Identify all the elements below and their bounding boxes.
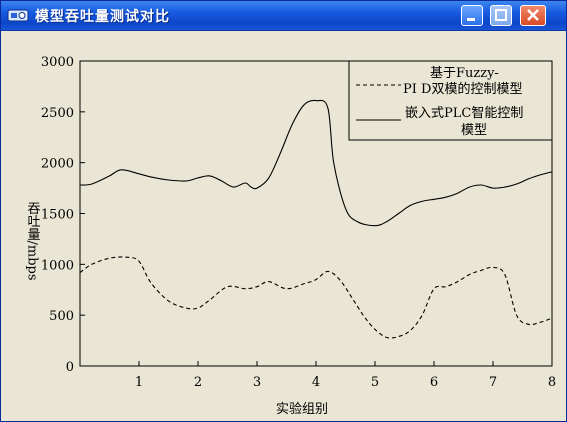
y-tick-label: 0	[66, 360, 74, 375]
legend-label-dashed-1: 基于Fuzzy-	[430, 66, 499, 81]
series-line-fuzzy-pid	[79, 256, 553, 339]
y-tick-label: 3000	[41, 55, 74, 70]
series-line-plc	[79, 99, 553, 227]
x-tick-label: 8	[548, 375, 556, 390]
close-icon	[527, 9, 539, 21]
legend-label-dashed-2: PI D双模的控制模型	[403, 81, 522, 97]
x-tick-label: 4	[312, 375, 320, 390]
x-tick-label: 2	[194, 375, 202, 390]
y-tick-label: 1500	[41, 208, 74, 223]
x-tick-label: 3	[253, 375, 261, 390]
y-tick-label: 1000	[41, 258, 74, 273]
x-tick-label: 7	[489, 375, 497, 390]
chart-panel: 0 500 1000 1500 2000 2500 3000 1 2 3 4 5 6 7 8 基于Fuzzy…	[5, 31, 562, 417]
window-title: 模型吞吐量测试对比	[35, 9, 170, 25]
minimize-button[interactable]	[461, 5, 483, 26]
axes: 0 500 1000 1500 2000 2500 3000 1 2 3 4 5 6 7 8	[41, 55, 556, 390]
legend-box	[348, 60, 553, 141]
x-tick-label: 5	[371, 375, 379, 390]
y-axis-label: 吞吐量/mbps	[25, 201, 41, 280]
x-tick-label: 1	[135, 375, 143, 390]
legend: 基于Fuzzy- PI D双模的控制模型 嵌入式PLC智能控制 模型	[348, 60, 553, 141]
legend-label-solid-1: 嵌入式PLC智能控制	[405, 106, 523, 121]
maximize-button[interactable]	[490, 5, 512, 26]
legend-label-solid-2: 模型	[461, 123, 487, 138]
x-tick-label: 6	[430, 375, 438, 390]
y-tick-label: 500	[49, 309, 74, 324]
title-bar[interactable]: 模型吞吐量测试对比	[1, 1, 566, 31]
y-tick-label: 2500	[41, 106, 74, 121]
maximize-icon	[495, 9, 507, 21]
app-icon	[7, 9, 29, 22]
x-axis-label: 实验组别	[276, 401, 328, 417]
minimize-icon	[467, 18, 475, 21]
close-button[interactable]	[520, 5, 546, 26]
plot-area	[79, 99, 553, 339]
throughput-chart: 0 500 1000 1500 2000 2500 3000 1 2 3 4 5 6 7 8 基于Fuzzy…	[25, 55, 557, 417]
y-tick-label: 2000	[41, 157, 74, 172]
